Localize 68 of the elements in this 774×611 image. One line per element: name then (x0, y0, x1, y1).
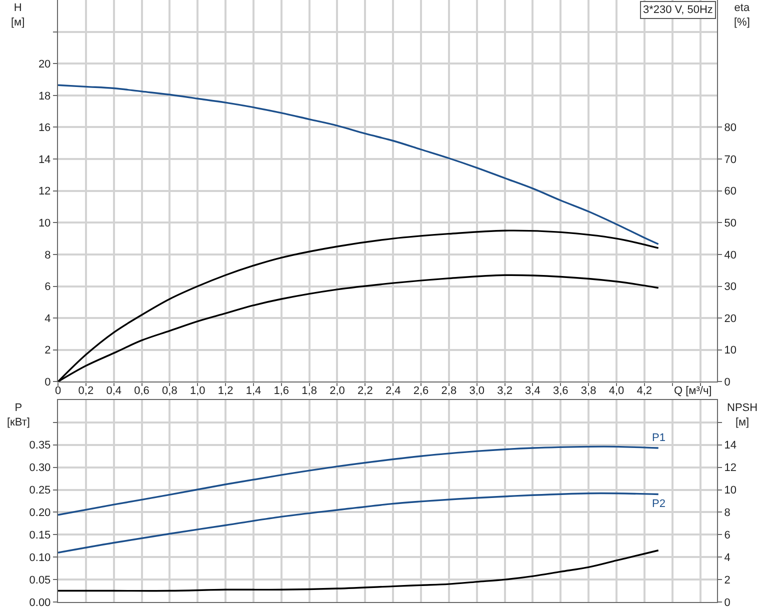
y2-tick-label: 50 (724, 218, 737, 230)
y2-tick-label: 80 (724, 122, 737, 134)
x-tick-label: 0,6 (134, 385, 150, 397)
y-tick-label: 20 (38, 58, 51, 70)
y-tick-label: 6 (44, 281, 51, 294)
x-tick-label: 2,8 (441, 385, 457, 397)
x-tick-label: 1,4 (246, 385, 262, 397)
y-tick-label: 0 (44, 376, 51, 389)
x-tick-label: 1,0 (190, 385, 206, 397)
x-tick-label: 2,0 (330, 385, 345, 397)
x-tick-label: 0,8 (162, 385, 178, 397)
x-tick-label: 3,2 (497, 385, 512, 397)
x-tick-label: 1,8 (302, 385, 317, 397)
x-tick-label: 0,4 (106, 385, 122, 397)
x-axis-title: Q [м³/ч] (674, 385, 712, 397)
y2-tick-label: 30 (724, 281, 737, 294)
x-tick-label: 2,6 (413, 385, 429, 397)
y-tick-label: 0.20 (29, 507, 51, 520)
y-tick-label: 18 (38, 90, 51, 102)
series-label: P2 (652, 498, 666, 510)
y-tick-label: 12 (38, 186, 51, 198)
x-tick-label: 3,0 (469, 385, 485, 397)
y2-tick-label: 2 (724, 574, 730, 586)
y2-tick-label: 40 (724, 249, 737, 262)
y-tick-label: 0.05 (29, 574, 51, 586)
y-tick-label: 4 (44, 312, 51, 325)
y2-tick-label: 70 (724, 154, 737, 166)
y2-tick-label: 0 (724, 596, 730, 609)
y-axis-title: H [м] (11, 2, 25, 28)
y2-axis-title: NPSH [м] (727, 402, 758, 428)
y-tick-label: 2 (44, 344, 51, 357)
y2-tick-label: 8 (724, 507, 730, 520)
y2-tick-label: 6 (724, 530, 730, 542)
x-tick-label: 1,2 (218, 385, 234, 397)
x-tick-label: 3,6 (552, 385, 568, 397)
annotation: 3*230 V, 50Hz (643, 4, 713, 16)
y2-tick-label: 14 (724, 440, 737, 452)
y2-tick-label: 20 (724, 312, 737, 325)
line-series (58, 550, 660, 592)
y2-tick-label: 10 (724, 344, 737, 357)
y-tick-label: 14 (38, 154, 51, 166)
y-tick-label: 0.30 (29, 462, 51, 474)
y-tick-label: 8 (44, 249, 51, 262)
x-tick-label: 3,8 (580, 385, 596, 397)
x-tick-label: 4,0 (608, 385, 624, 397)
y2-axis-title: eta [%] (734, 2, 750, 28)
y-tick-label: 0.15 (29, 530, 51, 542)
x-tick-label: 1,6 (274, 385, 290, 397)
x-tick-label: 0 (54, 385, 62, 397)
y-tick-label: 16 (38, 122, 51, 134)
x-tick-label: 2,2 (358, 385, 373, 397)
y-tick-label: 10 (38, 218, 51, 230)
line-series (58, 84, 660, 245)
x-tick-label: 4,2 (636, 385, 652, 397)
y2-tick-label: 4 (724, 552, 730, 564)
x-tick-label: 3,4 (525, 385, 540, 397)
y2-tick-label: 10 (724, 484, 737, 497)
y-axis-title: P [кВт] (7, 402, 30, 428)
y-tick-label: 0.10 (29, 552, 51, 564)
series-label: P1 (652, 432, 666, 444)
y2-tick-label: 12 (724, 462, 737, 474)
y-tick-label: 0.00 (29, 596, 51, 609)
y2-tick-label: 0 (724, 376, 730, 389)
y2-tick-label: 60 (724, 186, 737, 198)
x-tick-label: 2,4 (385, 385, 401, 397)
x-tick-label: 0,2 (78, 385, 94, 397)
y-tick-label: 0.25 (29, 484, 51, 497)
y-tick-label: 0.35 (29, 440, 51, 452)
